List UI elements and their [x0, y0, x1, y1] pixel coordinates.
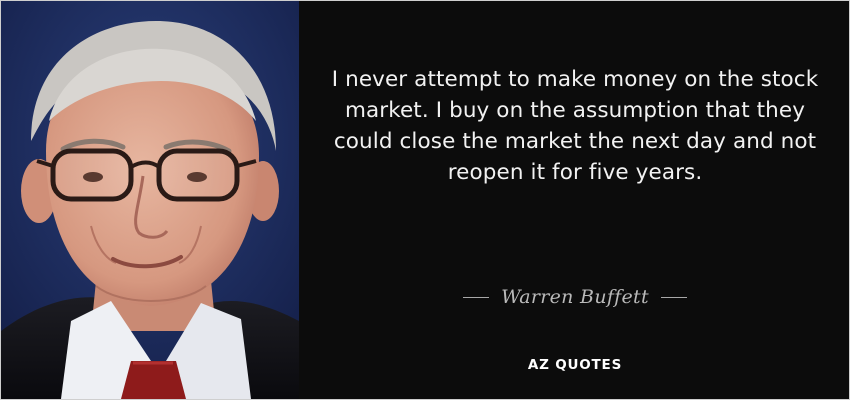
- author-row: Warren Buffett: [301, 282, 849, 312]
- author-name[interactable]: Warren Buffett: [501, 286, 649, 308]
- quote-panel: I never attempt to make money on the sto…: [301, 1, 849, 399]
- author-portrait: [1, 1, 299, 399]
- person-portrait-icon: [1, 1, 299, 399]
- quote-text: I never attempt to make money on the sto…: [331, 67, 819, 185]
- brand-logo[interactable]: AZ QUOTES: [527, 357, 623, 373]
- author-dash-right: [660, 296, 687, 298]
- author-dash-left: [463, 296, 490, 298]
